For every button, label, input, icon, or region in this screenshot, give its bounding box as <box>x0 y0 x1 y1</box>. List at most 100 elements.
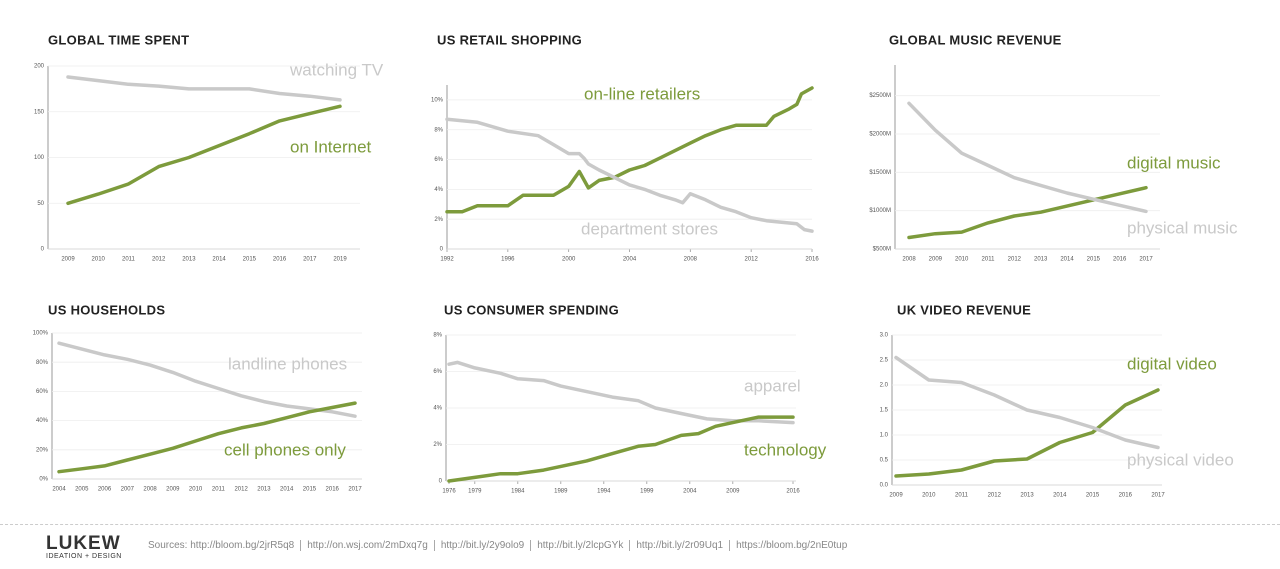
x-tick-label: 1979 <box>468 489 482 495</box>
source-link[interactable]: https://bloom.bg/2nE0tup <box>729 540 848 551</box>
series-label: on-line retailers <box>584 84 700 103</box>
source-link[interactable]: http://bit.ly/2lcpGYk <box>530 540 624 551</box>
y-tick-label: 80% <box>36 360 49 366</box>
x-tick-label: 2011 <box>122 257 136 263</box>
x-tick-label: 2016 <box>786 489 800 495</box>
x-tick-label: 2017 <box>303 257 317 263</box>
y-tick-label: 100% <box>33 331 49 337</box>
y-tick-label: 4% <box>433 406 442 412</box>
series-label: digital video <box>1127 354 1217 373</box>
x-tick-label: 2010 <box>189 487 203 493</box>
y-tick-label: 0% <box>39 477 48 483</box>
y-tick-label: 4% <box>434 187 443 193</box>
source-link[interactable]: http://bloom.bg/2jrR5q8 <box>190 540 295 551</box>
sources: Sources: http://bloom.bg/2jrR5q8 http://o… <box>148 540 848 551</box>
series-line <box>447 360 795 425</box>
x-tick-label: 2014 <box>1053 493 1067 499</box>
series-line <box>66 104 342 206</box>
chart-title: GLOBAL MUSIC REVENUE <box>889 32 1062 47</box>
y-tick-label: 150 <box>34 109 45 115</box>
x-tick-label: 2012 <box>744 257 758 263</box>
series-line <box>66 75 342 102</box>
x-tick-label: 2014 <box>1060 257 1074 263</box>
x-tick-label: 2011 <box>982 257 996 263</box>
x-tick-label: 2006 <box>98 487 112 493</box>
source-link[interactable]: http://bit.ly/2y9olo9 <box>433 540 525 551</box>
series-line <box>445 86 814 214</box>
chart-title: US HOUSEHOLDS <box>48 302 165 317</box>
x-tick-label: 2010 <box>92 257 106 263</box>
y-tick-label: 0 <box>440 247 444 253</box>
tagline: IDEATION + DESIGN <box>46 553 122 560</box>
source-link[interactable]: http://on.wsj.com/2mDxq7g <box>300 540 428 551</box>
y-tick-label: 1.5 <box>880 408 889 414</box>
x-tick-label: 2008 <box>143 487 157 493</box>
series-line <box>894 355 1160 450</box>
x-tick-label: 2011 <box>955 493 969 499</box>
y-tick-label: $2000M <box>869 132 891 138</box>
x-tick-label: 2015 <box>243 257 257 263</box>
x-tick-label: 2012 <box>988 493 1002 499</box>
x-tick-label: 2019 <box>333 257 347 263</box>
y-tick-label: 6% <box>433 369 442 375</box>
footer: LUKEW IDEATION + DESIGN Sources: http://… <box>0 524 1280 569</box>
chart-title: US RETAIL SHOPPING <box>437 32 582 47</box>
series-label: on Internet <box>290 137 372 156</box>
x-tick-label: 2013 <box>1034 257 1048 263</box>
x-tick-label: 2014 <box>212 257 226 263</box>
x-tick-label: 2016 <box>805 257 819 263</box>
y-tick-label: 8% <box>434 127 443 133</box>
x-tick-label: 1992 <box>440 257 454 263</box>
x-tick-label: 2010 <box>922 493 936 499</box>
y-tick-label: $2500M <box>869 93 891 99</box>
series-line <box>907 185 1148 240</box>
series-label: physical music <box>1127 218 1238 237</box>
y-tick-label: $1000M <box>869 208 891 214</box>
y-tick-label: 0.5 <box>880 458 889 464</box>
y-tick-label: 2.0 <box>880 383 889 389</box>
x-tick-label: 2005 <box>75 487 89 493</box>
series-line <box>445 117 814 233</box>
x-tick-label: 2013 <box>1020 493 1034 499</box>
series-label: digital music <box>1127 153 1221 172</box>
y-tick-label: 2.5 <box>880 358 889 364</box>
x-tick-label: 1996 <box>501 257 515 263</box>
x-tick-label: 2017 <box>1151 493 1165 499</box>
series-label: apparel <box>744 376 801 395</box>
x-tick-label: 1989 <box>554 489 568 495</box>
source-link[interactable]: http://bit.ly/2r09Uq1 <box>629 540 724 551</box>
y-tick-label: 3.0 <box>880 333 889 339</box>
y-tick-label: 60% <box>36 389 49 395</box>
x-tick-label: 2015 <box>1087 257 1101 263</box>
x-tick-label: 2013 <box>257 487 271 493</box>
x-tick-label: 2010 <box>955 257 969 263</box>
x-tick-label: 2015 <box>1086 493 1100 499</box>
x-tick-label: 2009 <box>166 487 180 493</box>
x-tick-label: 2012 <box>234 487 248 493</box>
chart-title: US CONSUMER SPENDING <box>444 302 619 317</box>
x-tick-label: 2016 <box>1119 493 1133 499</box>
y-tick-label: $1500M <box>869 170 891 176</box>
y-tick-label: 50 <box>37 201 44 207</box>
series-line <box>57 401 357 474</box>
x-tick-label: 2009 <box>726 489 740 495</box>
chart-title: UK VIDEO REVENUE <box>897 302 1031 317</box>
series-line <box>894 388 1160 478</box>
series-line <box>57 341 357 418</box>
series-line <box>447 415 795 483</box>
series-label: physical video <box>1127 450 1234 469</box>
y-tick-label: 10% <box>431 97 444 103</box>
x-tick-label: 2004 <box>683 489 697 495</box>
x-tick-label: 2011 <box>212 487 226 493</box>
y-tick-label: 2% <box>434 217 443 223</box>
series-label: technology <box>744 440 827 459</box>
x-tick-label: 2016 <box>273 257 287 263</box>
sources-label: Sources: <box>148 540 188 551</box>
x-tick-label: 1984 <box>511 489 525 495</box>
x-tick-label: 2008 <box>684 257 698 263</box>
y-tick-label: 100 <box>34 155 45 161</box>
x-tick-label: 2013 <box>182 257 196 263</box>
x-tick-label: 2015 <box>303 487 317 493</box>
chart-title: GLOBAL TIME SPENT <box>48 32 189 47</box>
